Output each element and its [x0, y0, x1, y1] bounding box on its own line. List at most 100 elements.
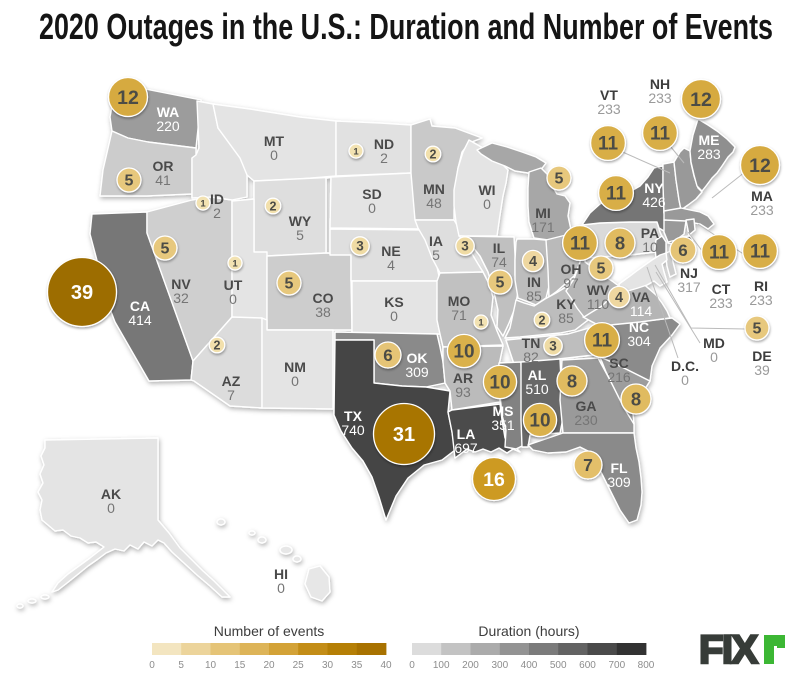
svg-text:3: 3 [461, 239, 469, 254]
svg-text:5: 5 [285, 276, 294, 293]
svg-text:25: 25 [293, 660, 305, 671]
svg-text:11: 11 [650, 124, 671, 145]
svg-text:11: 11 [750, 242, 771, 263]
svg-text:82: 82 [523, 349, 539, 365]
svg-text:317: 317 [677, 279, 701, 295]
svg-text:Number of events: Number of events [214, 623, 325, 639]
svg-text:MT: MT [264, 133, 285, 149]
svg-text:220: 220 [156, 118, 180, 134]
svg-text:NH: NH [650, 76, 670, 92]
svg-text:NM: NM [284, 359, 306, 375]
svg-text:48: 48 [426, 195, 442, 211]
svg-text:ME: ME [699, 132, 720, 148]
svg-text:SD: SD [362, 186, 381, 202]
svg-text:5: 5 [296, 227, 304, 243]
svg-text:MS: MS [493, 403, 514, 419]
svg-text:216: 216 [607, 369, 631, 385]
svg-text:LA: LA [457, 426, 476, 442]
svg-text:426: 426 [642, 194, 666, 210]
svg-text:5: 5 [178, 660, 184, 671]
svg-text:40: 40 [380, 660, 392, 671]
svg-text:35: 35 [351, 660, 363, 671]
svg-text:11: 11 [709, 243, 730, 264]
svg-text:2: 2 [213, 205, 221, 221]
svg-text:10: 10 [529, 411, 550, 432]
svg-text:Duration (hours): Duration (hours) [478, 623, 579, 639]
svg-text:10: 10 [489, 373, 510, 394]
svg-text:233: 233 [648, 90, 672, 106]
svg-text:4: 4 [529, 254, 537, 270]
svg-text:16: 16 [483, 469, 505, 491]
svg-text:0: 0 [277, 580, 285, 596]
svg-text:85: 85 [558, 310, 574, 326]
svg-text:600: 600 [579, 660, 596, 671]
svg-text:SC: SC [609, 355, 628, 371]
svg-text:0: 0 [270, 147, 278, 163]
svg-text:233: 233 [709, 295, 733, 311]
svg-text:5: 5 [161, 241, 170, 258]
svg-text:6: 6 [383, 346, 392, 365]
svg-text:ID: ID [210, 191, 224, 207]
svg-text:AZ: AZ [222, 373, 241, 389]
svg-text:0: 0 [681, 372, 689, 388]
svg-text:283: 283 [697, 146, 721, 162]
svg-text:FIX: FIX [699, 628, 759, 672]
svg-text:351: 351 [491, 417, 515, 433]
svg-text:15: 15 [234, 660, 246, 671]
svg-text:697: 697 [454, 440, 478, 456]
svg-text:5: 5 [753, 321, 762, 338]
svg-text:OK: OK [407, 350, 428, 366]
svg-text:800: 800 [638, 660, 655, 671]
svg-text:11: 11 [606, 184, 627, 205]
svg-text:PA: PA [641, 225, 659, 241]
svg-text:5: 5 [496, 275, 505, 292]
svg-text:5: 5 [432, 247, 440, 263]
svg-text:2: 2 [380, 150, 388, 166]
svg-text:NV: NV [171, 276, 191, 292]
svg-text:11: 11 [570, 234, 591, 255]
svg-text:OR: OR [153, 158, 174, 174]
svg-text:3: 3 [549, 339, 557, 354]
svg-text:8: 8 [567, 371, 577, 392]
svg-text:2: 2 [214, 338, 221, 352]
svg-text:200: 200 [462, 660, 479, 671]
svg-text:41: 41 [155, 172, 171, 188]
svg-text:0: 0 [390, 308, 398, 324]
svg-text:VA: VA [632, 289, 650, 305]
svg-text:12: 12 [690, 89, 712, 111]
svg-text:1: 1 [232, 258, 238, 269]
svg-text:IA: IA [429, 233, 443, 249]
svg-text:FL: FL [610, 460, 628, 476]
svg-text:110: 110 [587, 296, 610, 312]
svg-text:20: 20 [263, 660, 275, 671]
svg-text:KS: KS [384, 294, 403, 310]
svg-text:1: 1 [200, 198, 206, 209]
svg-text:AR: AR [453, 370, 473, 386]
svg-text:IL: IL [493, 240, 506, 256]
svg-text:WI: WI [478, 182, 495, 198]
svg-text:2: 2 [539, 313, 546, 327]
svg-text:MD: MD [703, 335, 725, 351]
svg-text:VT: VT [600, 87, 618, 103]
svg-text:31: 31 [393, 424, 415, 446]
svg-text:32: 32 [173, 290, 189, 306]
svg-text:4: 4 [387, 257, 395, 273]
svg-text:38: 38 [315, 304, 331, 320]
svg-text:97: 97 [563, 275, 579, 291]
svg-text:0: 0 [368, 200, 376, 216]
svg-text:NY: NY [644, 180, 664, 196]
svg-text:5: 5 [597, 261, 606, 278]
svg-text:230: 230 [574, 412, 598, 428]
svg-text:12: 12 [749, 155, 771, 177]
svg-text:171: 171 [531, 219, 555, 235]
svg-text:3: 3 [356, 239, 364, 254]
svg-text:2: 2 [430, 147, 437, 161]
svg-text:10: 10 [642, 239, 658, 255]
svg-text:0: 0 [291, 373, 299, 389]
svg-text:2020 Outages in the U.S.: Dura: 2020 Outages in the U.S.: Duration and N… [39, 6, 773, 47]
svg-text:309: 309 [405, 364, 429, 380]
svg-text:0: 0 [229, 291, 237, 307]
svg-text:30: 30 [322, 660, 334, 671]
svg-text:114: 114 [630, 303, 653, 319]
svg-text:WY: WY [289, 213, 312, 229]
